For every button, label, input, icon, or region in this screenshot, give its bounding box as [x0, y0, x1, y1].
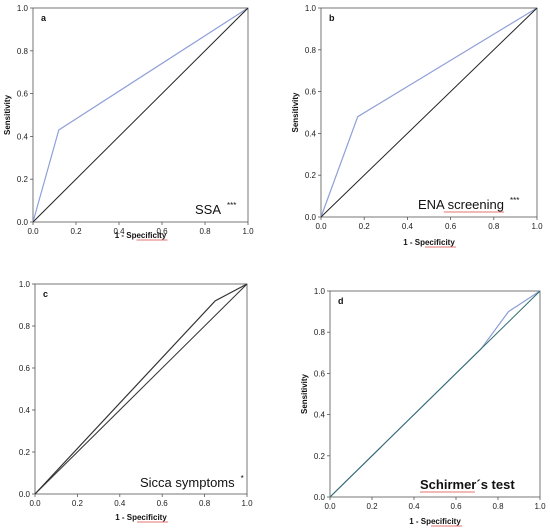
x-tick-label: 1.0 — [241, 499, 253, 508]
x-tick-label: 0.8 — [199, 227, 211, 236]
curve-annotation: Sicca symptoms — [140, 475, 235, 490]
plot-frame — [329, 290, 541, 498]
x-axis-title: 1 - Specificity — [409, 517, 461, 526]
y-tick-label: 0.6 — [314, 369, 326, 378]
x-tick-label: 0.0 — [315, 222, 327, 231]
y-tick-label: 0.0 — [305, 213, 317, 222]
y-tick-label: 1.0 — [305, 4, 317, 13]
y-tick-label: 0.0 — [314, 493, 326, 502]
reference-diagonal — [34, 283, 248, 495]
curve-annotation: Schirmer´s test — [420, 477, 515, 492]
x-tick-label: 0.6 — [445, 222, 457, 231]
x-tick-label: 0.2 — [366, 502, 378, 511]
y-tick-label: 0.2 — [17, 175, 29, 184]
y-tick-label: 0.4 — [17, 132, 29, 141]
y-tick-label: 0.8 — [17, 47, 29, 56]
y-tick-label: 0.4 — [19, 406, 31, 415]
roc-panel-b: 0.0 0.2 0.4 0.6 0.8 1.0 0.0 0.2 0.4 0.6 0.8 1.0 1 - … — [291, 4, 543, 248]
plot-frame — [32, 7, 249, 223]
reference-diagonal — [32, 7, 249, 223]
x-tick-label: 0.8 — [488, 222, 500, 231]
x-axis-title: 1 - Specificity — [115, 513, 167, 522]
x-tick-label: 0.6 — [156, 227, 168, 236]
x-tick-label: 1.0 — [242, 227, 254, 236]
x-tick-label: 1.0 — [534, 502, 546, 511]
y-tick-label: 0.6 — [305, 88, 317, 97]
significance-marker: *** — [510, 196, 519, 205]
plot-frame — [320, 7, 538, 218]
y-tick-label: 0.8 — [19, 322, 31, 331]
x-tick-label: 1.0 — [531, 222, 543, 231]
x-tick-label: 0.0 — [324, 502, 336, 511]
x-tick-label: 0.2 — [70, 227, 82, 236]
x-tick-label: 0.8 — [199, 499, 211, 508]
x-tick-label: 0.4 — [408, 502, 420, 511]
y-axis-title: Sensitivity — [3, 94, 12, 135]
x-tick-label: 0.8 — [492, 502, 504, 511]
roc-curve — [32, 7, 249, 223]
panel-letter: b — [329, 13, 335, 23]
x-tick-label: 0.2 — [359, 222, 371, 231]
panel-letter: a — [41, 13, 47, 23]
roc-panel-a: 0.0 0.2 0.4 0.6 0.8 1.0 0.0 0.2 0.4 0.6 0.8 1.0 1 - … — [3, 4, 254, 241]
y-tick-label: 0.2 — [305, 171, 317, 180]
x-tick-label: 0.6 — [157, 499, 169, 508]
x-tick-label: 0.2 — [72, 499, 84, 508]
panel-letter: c — [43, 289, 48, 299]
y-tick-label: 0.2 — [19, 448, 31, 457]
x-tick-label: 0.4 — [113, 227, 125, 236]
roc-curve — [34, 283, 248, 495]
y-tick-label: 1.0 — [19, 280, 31, 289]
x-tick-label: 0.4 — [114, 499, 126, 508]
y-tick-label: 0.4 — [314, 411, 326, 420]
plot-frame — [34, 283, 248, 495]
y-tick-label: 1.0 — [314, 287, 326, 296]
curve-annotation: ENA screening — [418, 197, 504, 212]
y-axis-title: Sensitivity — [300, 373, 309, 414]
y-tick-label: 0.6 — [17, 90, 29, 99]
curve-annotation: SSA — [195, 202, 221, 217]
reference-diagonal — [320, 7, 538, 218]
y-tick-label: 0.2 — [314, 452, 326, 461]
x-tick-label: 0.4 — [402, 222, 414, 231]
y-tick-label: 0.0 — [19, 490, 31, 499]
y-tick-label: 0.0 — [17, 218, 29, 227]
x-tick-label: 0.6 — [450, 502, 462, 511]
x-axis-title: 1 - Specificity — [115, 231, 167, 240]
roc-panel-c: 0.0 0.2 0.4 0.6 0.8 1.0 0.0 0.2 0.4 0.6 0.8 1.0 1 - … — [19, 280, 253, 523]
y-tick-label: 0.4 — [305, 129, 317, 138]
significance-marker: * — [241, 474, 244, 483]
reference-diagonal — [329, 290, 541, 498]
roc-panel-d: 0.0 0.2 0.4 0.6 0.8 1.0 0.0 0.2 0.4 0.6 0.8 1.0 1 - … — [300, 287, 546, 527]
y-tick-label: 1.0 — [17, 4, 29, 13]
y-tick-label: 0.6 — [19, 364, 31, 373]
significance-marker: *** — [227, 201, 236, 210]
y-tick-label: 0.8 — [314, 328, 326, 337]
y-axis-title: Sensitivity — [291, 92, 300, 133]
x-axis-title: 1 - Specificity — [403, 238, 455, 247]
panel-letter: d — [338, 296, 344, 306]
x-tick-label: 0.0 — [29, 499, 41, 508]
y-tick-label: 0.8 — [305, 46, 317, 55]
roc-curve — [320, 7, 538, 218]
x-tick-label: 0.0 — [27, 227, 39, 236]
